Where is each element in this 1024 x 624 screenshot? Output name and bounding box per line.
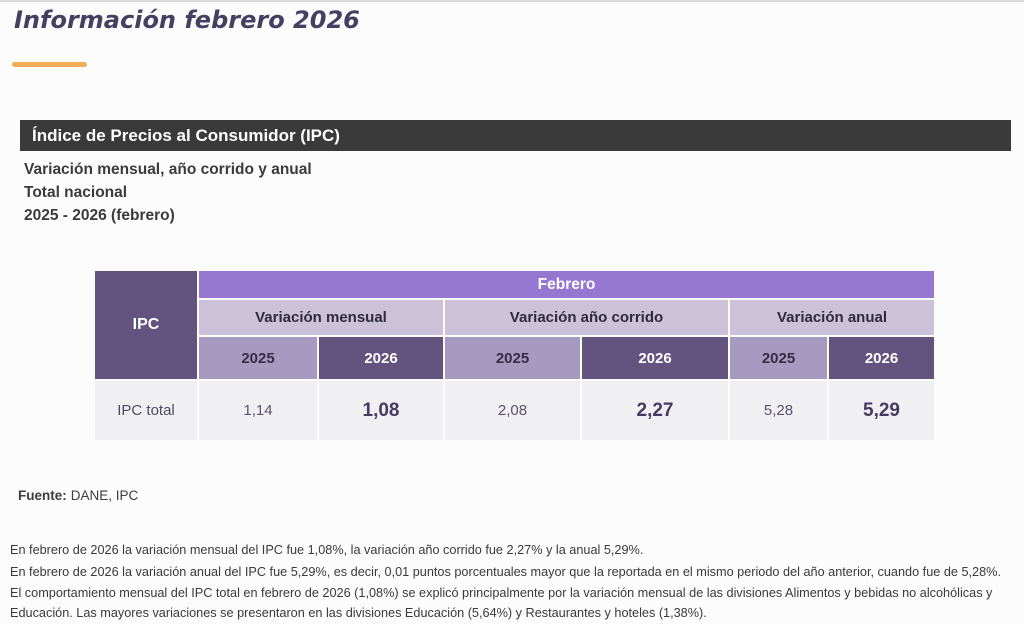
group-header-variacion-ano-corrido: Variación año corrido — [443, 298, 730, 337]
table-month-header: Febrero — [197, 269, 936, 300]
note-paragraph-divisions: El comportamiento mensual del IPC total … — [10, 586, 993, 620]
ipc-table: IPC Febrero Variación mensual Variación … — [93, 269, 936, 442]
row-label-ipc-total: IPC total — [93, 379, 199, 442]
analysis-notes: En febrero de 2026 la variación mensual … — [10, 540, 1016, 624]
top-divider — [0, 0, 1024, 2]
value-anual-2026: 5,29 — [827, 379, 936, 442]
table-row-groups: Variación mensual Variación año corrido … — [94, 298, 936, 337]
table-corner-label: IPC — [93, 269, 199, 381]
table-row-ipc-total: IPC total 1,14 1,08 2,08 2,27 5,28 5,29 — [93, 379, 936, 442]
table-row-month: IPC Febrero — [93, 269, 936, 381]
source-label: Fuente: — [18, 488, 67, 503]
year-header-corrido-2025: 2025 — [443, 335, 582, 381]
value-mensual-2026: 1,08 — [317, 379, 445, 442]
note-paragraph-annual: En febrero de 2026 la variación anual de… — [10, 564, 1001, 579]
subtitle-line-coverage: Total nacional — [24, 184, 128, 201]
accent-dash — [12, 62, 87, 67]
year-header-mensual-2026: 2026 — [317, 335, 445, 381]
group-header-variacion-mensual: Variación mensual — [197, 298, 445, 337]
value-corrido-2026: 2,27 — [580, 379, 730, 442]
page-title: Información febrero 2026 — [14, 6, 360, 34]
group-header-variacion-anual: Variación anual — [728, 298, 936, 337]
value-anual-2025: 5,28 — [728, 379, 829, 442]
subtitle-line-variation: Variación mensual, año corrido y anual — [24, 161, 312, 178]
section-subtitle: Variación mensual, año corrido y anual T… — [24, 158, 312, 227]
year-header-mensual-2025: 2025 — [197, 335, 319, 381]
year-header-anual-2025: 2025 — [728, 335, 829, 381]
year-header-anual-2026: 2026 — [827, 335, 936, 381]
year-header-corrido-2026: 2026 — [580, 335, 730, 381]
table-row-years: 2025 2026 2025 2026 2025 2026 — [94, 335, 936, 381]
source-note: Fuente: DANE, IPC — [18, 488, 138, 503]
value-mensual-2025: 1,14 — [197, 379, 319, 442]
source-text: DANE, IPC — [70, 488, 139, 503]
section-header-bar: Índice de Precios al Consumidor (IPC) — [20, 120, 1011, 151]
value-corrido-2025: 2,08 — [443, 379, 582, 442]
note-paragraph-monthly: En febrero de 2026 la variación mensual … — [10, 543, 644, 557]
subtitle-line-period: 2025 - 2026 (febrero) — [24, 207, 175, 224]
